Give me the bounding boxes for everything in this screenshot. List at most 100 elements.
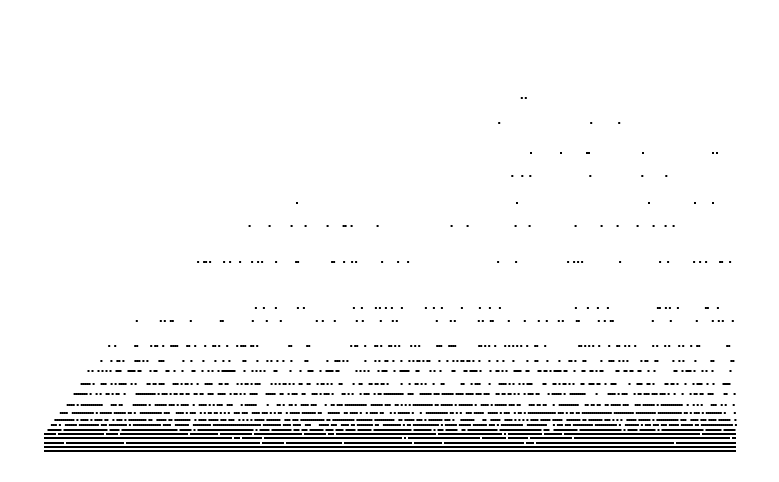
scatter-point (553, 393, 556, 395)
scatter-point (204, 446, 206, 448)
scatter-point (260, 446, 262, 448)
scatter-point (574, 437, 576, 439)
scatter-point (116, 437, 118, 439)
scatter-point (152, 450, 154, 452)
scatter-point (608, 437, 610, 439)
scatter-point (572, 450, 574, 452)
scatter-point (712, 419, 715, 421)
scatter-point (424, 450, 426, 452)
scatter-point (256, 442, 258, 444)
scatter-point (190, 446, 192, 448)
scatter-point (351, 393, 354, 395)
scatter-point (602, 433, 604, 435)
scatter-point (478, 383, 481, 385)
scatter-point (263, 370, 266, 372)
scatter-point (408, 404, 411, 406)
scatter-point (54, 433, 56, 435)
scatter-point (206, 383, 209, 385)
scatter-point (394, 404, 397, 406)
scatter-point (396, 442, 398, 444)
scatter-point (466, 360, 469, 362)
scatter-point (172, 450, 174, 452)
scatter-point (566, 446, 568, 448)
scatter-point (56, 446, 58, 448)
scatter-point (84, 424, 87, 426)
scatter-point (622, 360, 625, 362)
scatter-point (557, 320, 560, 322)
scatter-point (321, 320, 324, 322)
scatter-point (167, 370, 170, 372)
scatter-point (700, 450, 702, 452)
scatter-point (136, 437, 138, 439)
scatter-point (388, 424, 391, 426)
scatter-point (568, 383, 571, 385)
scatter-point (350, 446, 352, 448)
scatter-point (554, 437, 556, 439)
scatter-point (290, 446, 292, 448)
scatter-point (328, 450, 330, 452)
scatter-point (500, 437, 502, 439)
scatter-point (95, 412, 98, 414)
scatter-point (338, 450, 340, 452)
scatter-point (382, 433, 384, 435)
scatter-point (364, 345, 367, 347)
scatter-point (364, 442, 366, 444)
scatter-point (556, 450, 558, 452)
scatter-point (678, 450, 680, 452)
scatter-point (529, 429, 532, 431)
scatter-point (219, 320, 222, 322)
scatter-point (556, 442, 558, 444)
scatter-point (699, 393, 702, 395)
scatter-point (414, 446, 416, 448)
scatter-point (296, 433, 298, 435)
scatter-point (510, 433, 512, 435)
scatter-point (352, 433, 354, 435)
scatter-point (234, 442, 236, 444)
scatter-point (116, 433, 118, 435)
scatter-point (518, 383, 521, 385)
scatter-point (130, 433, 132, 435)
scatter-point (696, 419, 699, 421)
scatter-point (242, 446, 244, 448)
scatter-point (660, 437, 662, 439)
scatter-point (308, 345, 311, 347)
scatter-point (55, 429, 58, 431)
scatter-point (510, 404, 513, 406)
scatter-point (109, 412, 112, 414)
scatter-point (706, 424, 709, 426)
scatter-point (573, 261, 576, 263)
scatter-point (712, 424, 715, 426)
scatter-point (244, 404, 247, 406)
scatter-point (184, 450, 186, 452)
scatter-point (452, 360, 455, 362)
scatter-point (359, 412, 362, 414)
scatter-point (196, 383, 199, 385)
scatter-point (281, 393, 284, 395)
scatter-point (569, 393, 572, 395)
scatter-point (414, 345, 417, 347)
scatter-point (650, 442, 652, 444)
scatter-point (350, 424, 353, 426)
scatter-point (122, 442, 124, 444)
scatter-point (698, 442, 700, 444)
scatter-point (583, 393, 586, 395)
scatter-point (297, 429, 300, 431)
scatter-point (434, 424, 437, 426)
scatter-point (286, 437, 288, 439)
scatter-point (208, 442, 210, 444)
scatter-point (712, 202, 714, 204)
scatter-point (675, 412, 678, 414)
scatter-point (637, 393, 640, 395)
scatter-point (724, 424, 727, 426)
scatter-point (500, 442, 502, 444)
scatter-point (492, 446, 494, 448)
scatter-point (286, 442, 288, 444)
scatter-point (296, 446, 298, 448)
scatter-point (599, 412, 602, 414)
scatter-point (123, 412, 126, 414)
scatter-point (644, 446, 646, 448)
scatter-point (422, 404, 425, 406)
scatter-point (290, 450, 292, 452)
scatter-point (100, 433, 102, 435)
scatter-point (234, 424, 237, 426)
